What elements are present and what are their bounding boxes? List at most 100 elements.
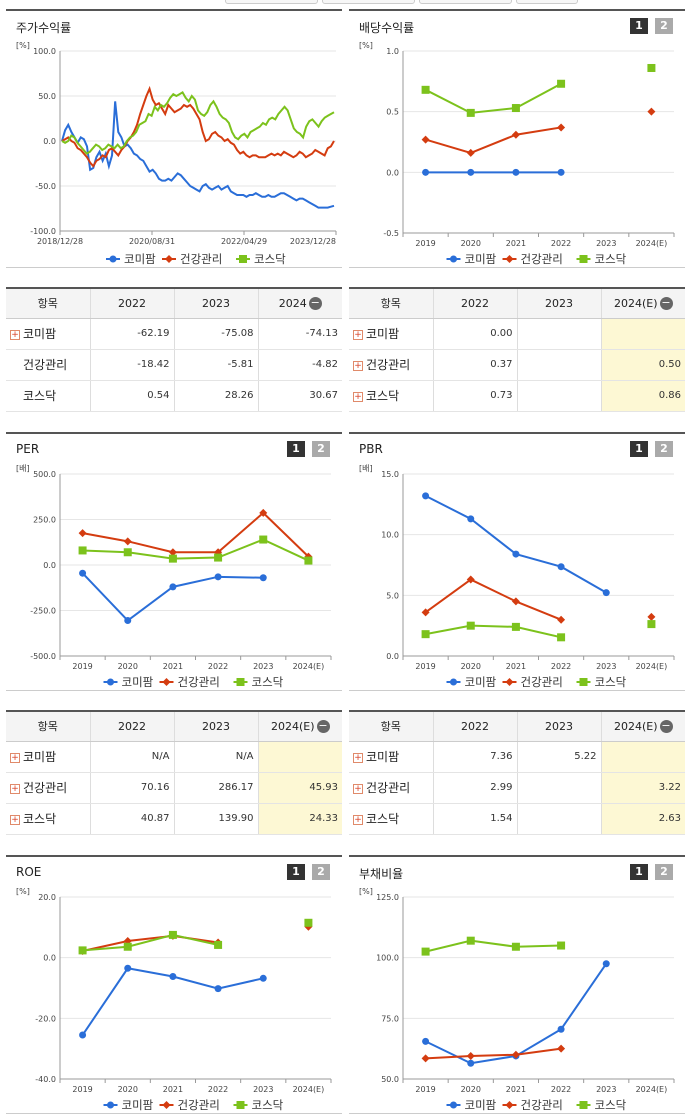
value-cell bbox=[517, 318, 602, 350]
series-line bbox=[425, 1047, 562, 1060]
x-tick-label: 2023 bbox=[253, 1085, 273, 1094]
data-point bbox=[168, 548, 177, 557]
legend-label: 건강관리 bbox=[521, 1098, 563, 1112]
y-tick-label: 20.0 bbox=[38, 893, 56, 902]
legend-label: 건강관리 bbox=[521, 675, 563, 689]
page-2-button[interactable]: 2 bbox=[655, 864, 673, 880]
legend-item: 코스닥 bbox=[576, 675, 627, 689]
top-tab-4[interactable] bbox=[516, 0, 578, 4]
value-cell: 7.36 bbox=[433, 741, 518, 773]
series-0 bbox=[422, 168, 565, 176]
x-tick-label: 2021 bbox=[163, 1085, 183, 1094]
value-cell: 24.33 bbox=[258, 803, 342, 835]
x-tick-label: 2019 bbox=[415, 239, 435, 248]
data-point bbox=[259, 535, 268, 544]
series-1 bbox=[421, 107, 656, 157]
y-tick-label: 0.0 bbox=[386, 652, 399, 661]
collapse-minus-icon[interactable]: − bbox=[659, 296, 673, 310]
series-line bbox=[82, 933, 219, 952]
value-cell: N/A bbox=[174, 741, 259, 773]
column-header-label: 항목 bbox=[37, 720, 58, 734]
page-1-button[interactable]: 1 bbox=[630, 864, 648, 880]
legend-item: 코스닥 bbox=[233, 675, 284, 689]
page-2-button[interactable]: 2 bbox=[312, 864, 330, 880]
page-1-button[interactable]: 1 bbox=[287, 864, 305, 880]
data-point bbox=[123, 548, 132, 557]
row-name-cell: + 코스닥 bbox=[349, 380, 434, 412]
expand-plus-icon[interactable]: + bbox=[353, 329, 363, 340]
top-tab-2[interactable] bbox=[322, 0, 415, 4]
data-point bbox=[124, 617, 132, 625]
series-1 bbox=[78, 508, 313, 561]
value-cell: 45.93 bbox=[258, 772, 342, 804]
series-line bbox=[81, 572, 264, 622]
page-2-button[interactable]: 2 bbox=[655, 18, 673, 34]
expand-plus-icon[interactable]: + bbox=[353, 814, 363, 825]
collapse-minus-icon[interactable]: − bbox=[659, 719, 673, 733]
data-point bbox=[304, 918, 313, 927]
column-header-year: 2022 bbox=[90, 711, 175, 742]
value-cell: 0.37 bbox=[433, 349, 518, 381]
top-tab-3[interactable] bbox=[419, 0, 512, 4]
value-cell: N/A bbox=[90, 741, 175, 773]
expand-plus-icon[interactable]: + bbox=[353, 783, 363, 794]
page-1-button[interactable]: 1 bbox=[630, 18, 648, 34]
series-line bbox=[425, 82, 562, 114]
page-2-button[interactable]: 2 bbox=[655, 441, 673, 457]
x-tick-label: 2019 bbox=[415, 1085, 435, 1094]
expand-plus-icon[interactable]: + bbox=[353, 360, 363, 371]
column-header-label: 2024(E) bbox=[613, 296, 658, 310]
top-tab-1[interactable] bbox=[225, 0, 318, 4]
data-point bbox=[422, 492, 430, 500]
y-axis-unit: [%] bbox=[16, 887, 30, 896]
data-point bbox=[579, 678, 588, 686]
data-point bbox=[162, 678, 171, 686]
expand-plus-icon[interactable]: + bbox=[10, 752, 20, 763]
page-1-button[interactable]: 1 bbox=[630, 441, 648, 457]
collapse-minus-icon[interactable]: − bbox=[316, 719, 330, 733]
expand-plus-icon[interactable]: + bbox=[10, 814, 20, 825]
expand-plus-icon[interactable]: + bbox=[353, 391, 363, 402]
x-tick-label: 2020 bbox=[461, 239, 481, 248]
collapse-minus-icon[interactable]: − bbox=[308, 296, 322, 310]
series-0 bbox=[422, 492, 610, 597]
data-point bbox=[421, 85, 430, 94]
column-header-year: 2024(E) − bbox=[601, 711, 685, 742]
table-row: + 코미팜 0.00 bbox=[349, 318, 685, 350]
legend-label: 코미팜 bbox=[465, 675, 497, 689]
value-cell: 3.22 bbox=[601, 772, 685, 804]
value-cell bbox=[258, 741, 342, 773]
page-2-button[interactable]: 2 bbox=[312, 441, 330, 457]
series-1 bbox=[78, 922, 313, 955]
column-header-year: 2022 bbox=[90, 288, 175, 319]
row-name-cell: + 코미팜 bbox=[349, 318, 434, 350]
series-line bbox=[82, 511, 310, 558]
expand-plus-icon[interactable]: + bbox=[10, 329, 20, 340]
x-tick-label: 2020/08/31 bbox=[129, 237, 175, 246]
series-line bbox=[425, 126, 562, 154]
data-point bbox=[557, 563, 565, 571]
legend-label: 코스닥 bbox=[595, 1098, 627, 1112]
column-header-year: 2023 bbox=[517, 288, 602, 319]
page-1-button[interactable]: 1 bbox=[287, 441, 305, 457]
table-header-row: 항목 2022 2023 2024− bbox=[6, 288, 342, 319]
expand-plus-icon[interactable]: + bbox=[10, 783, 20, 794]
expand-plus-icon[interactable]: + bbox=[353, 752, 363, 763]
data-point bbox=[511, 942, 520, 951]
x-tick-label: 2024(E) bbox=[636, 1085, 668, 1094]
table-header-row: 항목 2022 2023 2024(E) − bbox=[349, 711, 685, 742]
panel-title: PBR bbox=[359, 442, 383, 456]
value-cell: 0.73 bbox=[433, 380, 518, 412]
y-tick-label: 500.0 bbox=[33, 470, 56, 479]
value-cell bbox=[601, 318, 685, 350]
panel-debt-ratio: 부채비율 1 2 [%] 125.0 100.0 75.0 50.0 2019 2020 20… bbox=[349, 855, 685, 1114]
data-point bbox=[78, 529, 87, 538]
value-cell: 0.54 bbox=[90, 380, 175, 412]
legend-label: 코스닥 bbox=[595, 675, 627, 689]
value-cell: -75.08 bbox=[174, 318, 259, 350]
value-cell: 0.86 bbox=[601, 380, 685, 412]
data-point bbox=[214, 940, 223, 949]
data-point bbox=[109, 255, 117, 263]
data-point bbox=[557, 615, 566, 624]
value-cell: 286.17 bbox=[174, 772, 259, 804]
